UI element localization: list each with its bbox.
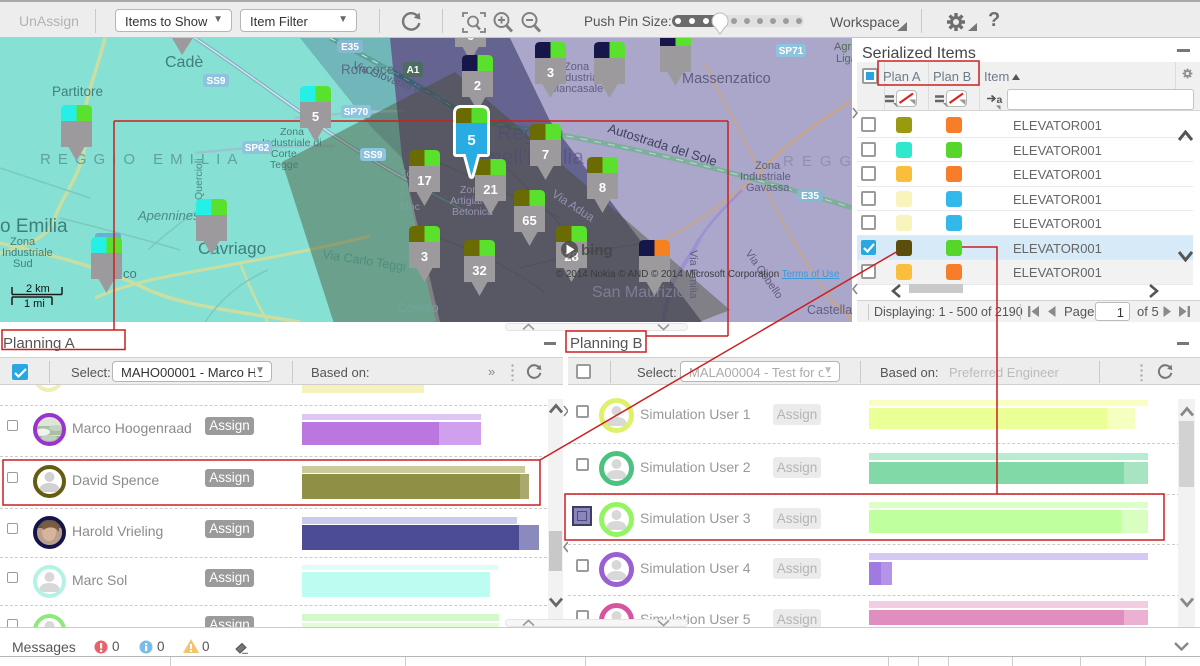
svg-text:Quercioli: Quercioli [193,159,205,200]
svg-text:© 2014 Nokia © AND © 2014 Micr: © 2014 Nokia © AND © 2014 Microsoft Corp… [556,269,840,280]
svg-text:Industriale: Industriale [2,247,53,259]
svg-text:Massenzatico: Massenzatico [682,71,771,87]
svg-text:Tegge: Tegge [270,159,299,171]
svg-text:Zona: Zona [10,236,36,248]
svg-text:o Emilia: o Emilia [0,216,68,237]
svg-text:1 mi: 1 mi [24,298,45,310]
svg-text:7: 7 [542,147,549,162]
svg-text:SS9: SS9 [207,76,226,87]
svg-text:Cadè: Cadè [165,54,203,71]
svg-text:Moc: Moc [400,201,420,213]
svg-text:5: 5 [467,132,475,149]
svg-text:Castellazz: Castellazz [807,303,852,317]
svg-text:5: 5 [312,109,319,124]
svg-text:P: P [400,190,407,202]
svg-text:8: 8 [599,180,606,195]
svg-text:Industriale: Industriale [740,171,791,183]
svg-text:3: 3 [421,249,428,264]
svg-text:Ligab: Ligab [836,53,852,65]
svg-text:Agric: Agric [834,41,852,53]
svg-text:co: co [123,266,137,281]
svg-text:Roncocesi: Roncocesi [341,62,404,77]
svg-text:2 km: 2 km [26,283,50,295]
svg-text:Coviolo: Coviolo [397,301,439,315]
svg-text:Zona: Zona [564,61,590,73]
svg-text:21: 21 [483,182,497,197]
svg-text:Industria: Industria [556,72,599,84]
svg-text:A1: A1 [407,65,420,76]
svg-text:REGGIO EMILIA: REGGIO EMILIA [40,151,244,168]
svg-text:65: 65 [522,213,536,228]
svg-text:E35: E35 [341,42,359,53]
svg-text:SS9: SS9 [364,150,383,161]
svg-text:Apennines: Apennines [137,208,200,223]
svg-text:a: a [997,94,1003,106]
svg-text:E35: E35 [801,191,819,202]
svg-text:REGG: REGG [783,153,852,170]
svg-text:San Maurizio: San Maurizio [592,284,685,301]
svg-text:Partitore: Partitore [52,84,103,99]
svg-text:3: 3 [547,65,554,80]
svg-text:Zona: Zona [280,126,304,138]
svg-text:Betonica: Betonica [452,206,493,218]
svg-text:32: 32 [472,263,486,278]
svg-text:6: 6 [467,38,474,43]
svg-text:SP62: SP62 [245,143,270,154]
svg-text:SP71: SP71 [779,46,804,57]
svg-text:bing: bing [581,242,613,259]
svg-text:Industriale di: Industriale di [262,137,322,149]
svg-text:SP70: SP70 [344,107,369,118]
svg-text:17: 17 [417,173,431,188]
svg-text:Mancasale: Mancasale [550,83,603,95]
svg-text:Sud: Sud [13,258,33,270]
svg-text:Zona: Zona [755,160,781,172]
svg-text:2: 2 [474,78,481,93]
svg-text:Corte: Corte [271,148,297,160]
svg-text:Gavassa: Gavassa [746,182,790,194]
